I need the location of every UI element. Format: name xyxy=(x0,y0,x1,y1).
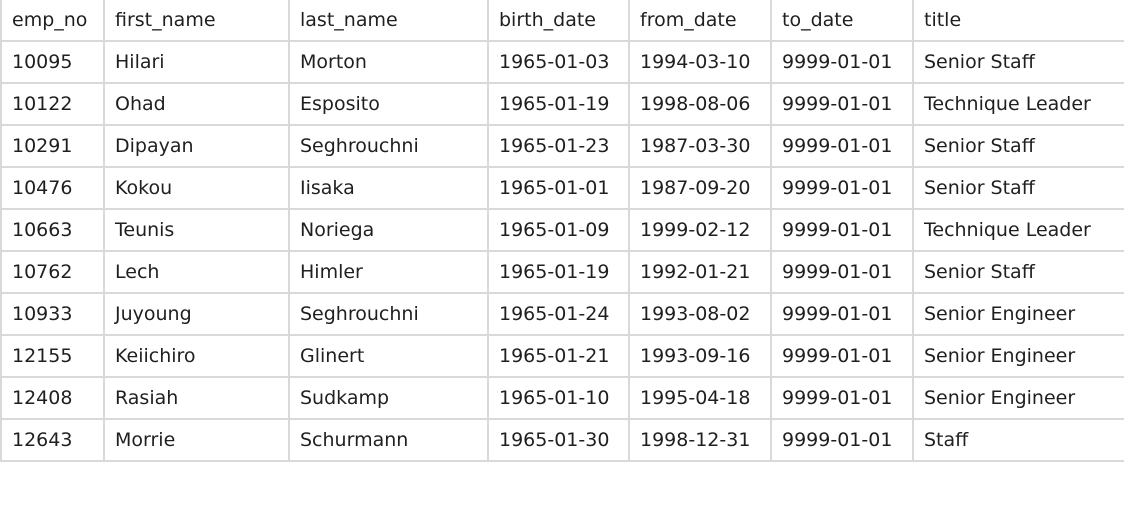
cell-title: Senior Engineer xyxy=(912,334,1124,378)
cell-emp-no: 10291 xyxy=(0,124,105,168)
cell-from-date: 1998-12-31 xyxy=(628,418,772,462)
table-row: 10762 Lech Himler 1965-01-19 1992-01-21 … xyxy=(0,250,1124,294)
cell-first-name: Dipayan xyxy=(103,124,290,168)
cell-to-date: 9999-01-01 xyxy=(770,124,914,168)
cell-last-name: Esposito xyxy=(288,82,489,126)
cell-birth-date: 1965-01-21 xyxy=(487,334,630,378)
cell-last-name: Seghrouchni xyxy=(288,292,489,336)
cell-first-name: Teunis xyxy=(103,208,290,252)
cell-from-date: 1993-09-16 xyxy=(628,334,772,378)
cell-from-date: 1987-03-30 xyxy=(628,124,772,168)
cell-last-name: Sudkamp xyxy=(288,376,489,420)
cell-first-name: Rasiah xyxy=(103,376,290,420)
cell-title: Senior Engineer xyxy=(912,292,1124,336)
column-header-title: title xyxy=(912,0,1124,42)
cell-last-name: Himler xyxy=(288,250,489,294)
cell-first-name: Lech xyxy=(103,250,290,294)
cell-emp-no: 10122 xyxy=(0,82,105,126)
cell-birth-date: 1965-01-19 xyxy=(487,82,630,126)
cell-emp-no: 10476 xyxy=(0,166,105,210)
column-header-birth-date: birth_date xyxy=(487,0,630,42)
table-row: 10095 Hilari Morton 1965-01-03 1994-03-1… xyxy=(0,40,1124,84)
cell-title: Senior Staff xyxy=(912,250,1124,294)
cell-first-name: Kokou xyxy=(103,166,290,210)
cell-title: Senior Staff xyxy=(912,124,1124,168)
cell-to-date: 9999-01-01 xyxy=(770,166,914,210)
cell-last-name: Morton xyxy=(288,40,489,84)
column-header-emp-no: emp_no xyxy=(0,0,105,42)
cell-first-name: Keiichiro xyxy=(103,334,290,378)
header-row: emp_no first_name last_name birth_date f… xyxy=(0,0,1124,42)
cell-to-date: 9999-01-01 xyxy=(770,334,914,378)
column-header-first-name: first_name xyxy=(103,0,290,42)
cell-last-name: Schurmann xyxy=(288,418,489,462)
cell-emp-no: 12155 xyxy=(0,334,105,378)
cell-first-name: Ohad xyxy=(103,82,290,126)
cell-emp-no: 10933 xyxy=(0,292,105,336)
cell-birth-date: 1965-01-30 xyxy=(487,418,630,462)
cell-emp-no: 10663 xyxy=(0,208,105,252)
cell-last-name: Noriega xyxy=(288,208,489,252)
cell-from-date: 1995-04-18 xyxy=(628,376,772,420)
table-row: 12155 Keiichiro Glinert 1965-01-21 1993-… xyxy=(0,334,1124,378)
cell-title: Technique Leader xyxy=(912,208,1124,252)
table-row: 10122 Ohad Esposito 1965-01-19 1998-08-0… xyxy=(0,82,1124,126)
cell-birth-date: 1965-01-03 xyxy=(487,40,630,84)
cell-to-date: 9999-01-01 xyxy=(770,40,914,84)
cell-birth-date: 1965-01-10 xyxy=(487,376,630,420)
cell-to-date: 9999-01-01 xyxy=(770,376,914,420)
column-header-from-date: from_date xyxy=(628,0,772,42)
table-row: 12408 Rasiah Sudkamp 1965-01-10 1995-04-… xyxy=(0,376,1124,420)
table-row: 10476 Kokou Iisaka 1965-01-01 1987-09-20… xyxy=(0,166,1124,210)
cell-to-date: 9999-01-01 xyxy=(770,82,914,126)
table-row: 10291 Dipayan Seghrouchni 1965-01-23 198… xyxy=(0,124,1124,168)
cell-title: Staff xyxy=(912,418,1124,462)
cell-birth-date: 1965-01-23 xyxy=(487,124,630,168)
cell-to-date: 9999-01-01 xyxy=(770,292,914,336)
cell-emp-no: 12643 xyxy=(0,418,105,462)
cell-title: Senior Staff xyxy=(912,40,1124,84)
cell-first-name: Morrie xyxy=(103,418,290,462)
cell-title: Senior Engineer xyxy=(912,376,1124,420)
table-row: 10663 Teunis Noriega 1965-01-09 1999-02-… xyxy=(0,208,1124,252)
cell-birth-date: 1965-01-19 xyxy=(487,250,630,294)
cell-emp-no: 10762 xyxy=(0,250,105,294)
cell-last-name: Iisaka xyxy=(288,166,489,210)
cell-from-date: 1992-01-21 xyxy=(628,250,772,294)
cell-emp-no: 10095 xyxy=(0,40,105,84)
column-header-to-date: to_date xyxy=(770,0,914,42)
cell-from-date: 1994-03-10 xyxy=(628,40,772,84)
cell-last-name: Glinert xyxy=(288,334,489,378)
cell-to-date: 9999-01-01 xyxy=(770,250,914,294)
cell-title: Senior Staff xyxy=(912,166,1124,210)
cell-birth-date: 1965-01-09 xyxy=(487,208,630,252)
cell-from-date: 1993-08-02 xyxy=(628,292,772,336)
cell-first-name: Juyoung xyxy=(103,292,290,336)
cell-emp-no: 12408 xyxy=(0,376,105,420)
cell-title: Technique Leader xyxy=(912,82,1124,126)
cell-first-name: Hilari xyxy=(103,40,290,84)
cell-birth-date: 1965-01-01 xyxy=(487,166,630,210)
cell-last-name: Seghrouchni xyxy=(288,124,489,168)
table-row: 10933 Juyoung Seghrouchni 1965-01-24 199… xyxy=(0,292,1124,336)
cell-to-date: 9999-01-01 xyxy=(770,208,914,252)
table-row: 12643 Morrie Schurmann 1965-01-30 1998-1… xyxy=(0,418,1124,462)
cell-birth-date: 1965-01-24 xyxy=(487,292,630,336)
column-header-last-name: last_name xyxy=(288,0,489,42)
results-table: emp_no first_name last_name birth_date f… xyxy=(0,0,1124,462)
cell-from-date: 1987-09-20 xyxy=(628,166,772,210)
cell-from-date: 1999-02-12 xyxy=(628,208,772,252)
cell-from-date: 1998-08-06 xyxy=(628,82,772,126)
cell-to-date: 9999-01-01 xyxy=(770,418,914,462)
